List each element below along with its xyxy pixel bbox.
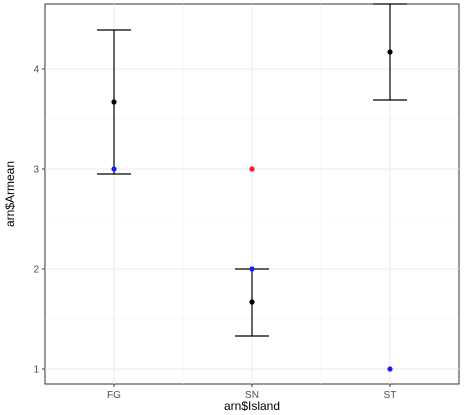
x-tick-label: ST — [384, 390, 397, 401]
data-point-SN-0 — [249, 299, 255, 305]
x-axis-ticks: FG SN ST — [107, 384, 396, 401]
x-tick-label: FG — [107, 390, 121, 401]
data-point-FG-1 — [111, 166, 117, 172]
x-tick-label: SN — [245, 390, 259, 401]
data-points — [111, 49, 393, 372]
y-axis-ticks: 1 2 3 4 — [33, 65, 45, 376]
x-axis-title: arn$Island — [224, 399, 280, 413]
y-axis-title: arn$Armean — [3, 161, 17, 227]
data-point-SN-1 — [249, 266, 255, 272]
y-tick-label: 1 — [33, 365, 39, 376]
data-point-ST-1 — [387, 366, 393, 372]
data-point-ST-0 — [387, 49, 393, 55]
y-tick-label: 4 — [33, 65, 39, 76]
y-tick-label: 2 — [33, 265, 39, 276]
y-tick-label: 3 — [33, 165, 39, 176]
data-point-FG-0 — [111, 99, 117, 105]
data-point-SN-2 — [249, 166, 255, 172]
